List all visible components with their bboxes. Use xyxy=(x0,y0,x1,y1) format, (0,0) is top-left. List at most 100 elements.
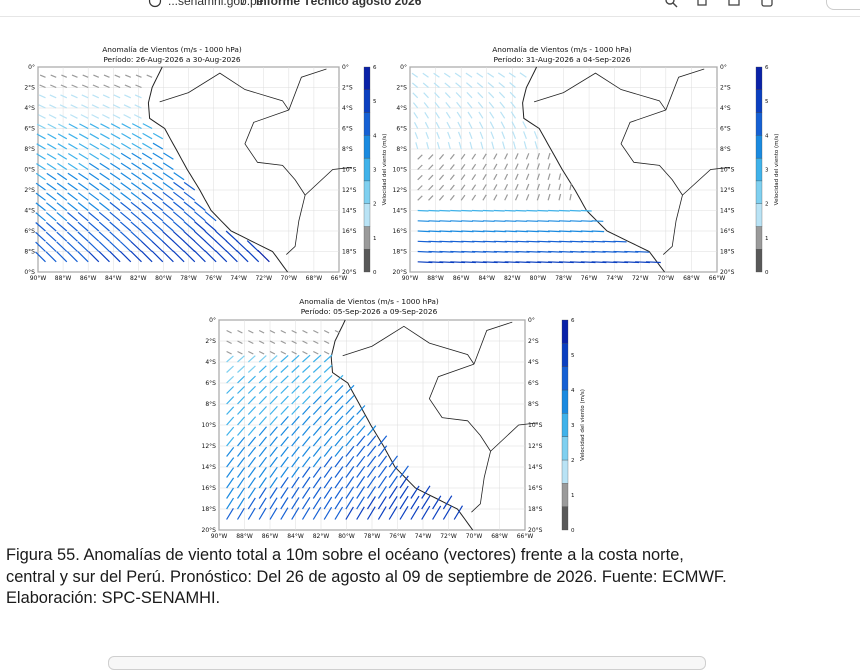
lat-label-left: 2°S xyxy=(205,338,216,345)
wind-vector xyxy=(88,162,100,171)
wind-vector xyxy=(172,211,185,222)
wind-vector xyxy=(345,466,355,478)
wind-vector xyxy=(67,152,78,160)
colorbar-segment xyxy=(363,249,371,273)
colorbar-tick: 6 xyxy=(373,65,377,71)
copy-icon[interactable] xyxy=(696,0,710,8)
wind-vector xyxy=(302,446,311,457)
wind-vector xyxy=(110,152,121,160)
wind-vector xyxy=(490,131,495,140)
wind-vector xyxy=(68,143,78,150)
wind-vector xyxy=(280,436,289,447)
wind-vector xyxy=(50,74,57,78)
colorbar-tick: 3 xyxy=(765,168,769,174)
wind-vector xyxy=(269,477,278,489)
wind-vector xyxy=(525,173,530,181)
wind-vector xyxy=(345,476,355,489)
wind-vector xyxy=(345,405,355,415)
lat-label-right: 14°S xyxy=(528,464,543,471)
wind-vector xyxy=(237,436,246,447)
wind-vector xyxy=(99,192,110,201)
wind-vector xyxy=(120,162,132,171)
next-content-box xyxy=(108,656,706,670)
wind-vector xyxy=(447,131,451,140)
wind-vector xyxy=(173,172,185,181)
wind-vector xyxy=(399,465,409,478)
wind-vector xyxy=(534,141,538,150)
wind-vector xyxy=(478,111,484,119)
wind-vector xyxy=(247,436,257,447)
wind-vector xyxy=(302,425,311,436)
account-button[interactable] xyxy=(826,0,860,10)
colorbar-tick: 0 xyxy=(571,528,575,534)
wind-vector xyxy=(428,209,440,212)
wind-vector xyxy=(237,457,246,468)
wind-vector xyxy=(417,185,423,191)
wind-vector xyxy=(236,487,246,499)
wind-vector xyxy=(412,92,419,99)
wind-vector xyxy=(444,82,451,88)
wind-vector xyxy=(457,121,462,129)
wind-vector xyxy=(269,385,278,394)
colorbar-tick: 2 xyxy=(765,202,769,208)
wind-vector xyxy=(67,212,78,222)
wind-vector xyxy=(512,141,517,150)
wind-vector xyxy=(247,406,257,415)
wind-vector xyxy=(247,385,256,394)
wind-vector xyxy=(35,231,46,242)
lon-label: 86°W xyxy=(453,275,470,282)
wind-vector xyxy=(512,131,517,140)
more-icon[interactable] xyxy=(760,0,774,8)
wind-vector xyxy=(280,446,289,457)
wind-vector xyxy=(70,94,78,99)
wind-vector xyxy=(449,184,455,191)
wind-vector xyxy=(367,435,377,447)
wind-vector xyxy=(46,202,57,211)
wind-vector xyxy=(443,72,451,78)
wind-vector xyxy=(78,133,89,140)
wind-vector xyxy=(152,172,164,181)
wind-vector xyxy=(183,191,196,201)
wind-vector xyxy=(302,456,311,468)
wind-vector xyxy=(498,82,506,88)
breadcrumb-site[interactable]: ...senamhi.gob.pe xyxy=(168,0,264,8)
wind-vector xyxy=(558,220,571,222)
wind-vector xyxy=(280,385,289,394)
wind-vector xyxy=(493,209,505,212)
wind-vector xyxy=(312,385,322,394)
wind-vector xyxy=(119,231,132,242)
share-icon[interactable] xyxy=(727,0,741,8)
wind-vector xyxy=(280,329,287,334)
wind-vector xyxy=(399,505,409,520)
wind-vector xyxy=(410,495,420,510)
wind-vector xyxy=(280,507,289,520)
wind-vector xyxy=(591,220,604,222)
wind-vector xyxy=(130,240,142,252)
wind-vector xyxy=(493,163,498,170)
lon-label: 72°W xyxy=(440,533,457,540)
wind-vector xyxy=(141,221,153,232)
wind-vector xyxy=(269,507,278,520)
lon-label: 88°W xyxy=(55,275,72,282)
wind-vector xyxy=(536,183,540,191)
wind-vector xyxy=(525,183,530,191)
wind-vector xyxy=(35,212,46,222)
breadcrumb-document[interactable]: Informe Técnico agosto 2026 xyxy=(256,0,422,8)
wind-vector xyxy=(471,153,477,160)
wind-vector xyxy=(291,350,297,355)
search-icon[interactable] xyxy=(664,0,678,8)
wind-vector xyxy=(204,250,217,263)
wind-vector xyxy=(569,209,581,212)
colorbar-segment xyxy=(363,135,371,159)
wind-vector xyxy=(67,221,78,232)
wind-vector xyxy=(78,152,89,160)
wind-vector xyxy=(345,496,355,510)
lon-label: 70°W xyxy=(281,275,298,282)
wind-vector xyxy=(439,209,451,212)
wind-vector xyxy=(498,91,506,99)
wind-vector xyxy=(35,251,46,263)
wind-vector xyxy=(152,132,164,140)
wind-vector xyxy=(435,111,440,119)
map-title: Anomalía de Vientos (m/s - 1000 hPa) xyxy=(299,297,439,306)
wind-vector xyxy=(120,211,132,222)
